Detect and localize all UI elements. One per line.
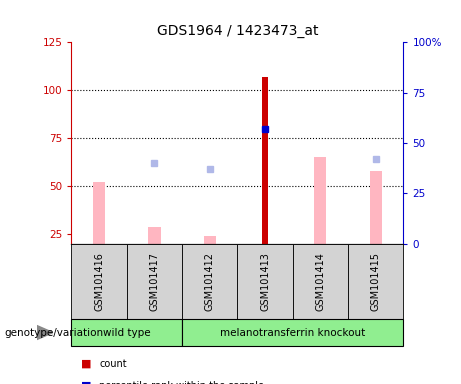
Text: GSM101414: GSM101414 — [315, 252, 325, 311]
Text: ■: ■ — [81, 381, 91, 384]
Title: GDS1964 / 1423473_at: GDS1964 / 1423473_at — [157, 25, 318, 38]
Bar — [314, 157, 326, 244]
Bar — [204, 236, 216, 244]
Text: percentile rank within the sample: percentile rank within the sample — [99, 381, 264, 384]
Bar — [93, 182, 105, 244]
Text: ■: ■ — [81, 359, 91, 369]
Polygon shape — [37, 326, 53, 339]
Text: count: count — [99, 359, 127, 369]
Text: wild type: wild type — [103, 328, 151, 338]
Text: GSM101416: GSM101416 — [94, 252, 104, 311]
Text: GSM101415: GSM101415 — [371, 252, 381, 311]
Bar — [370, 171, 382, 244]
Text: GSM101413: GSM101413 — [260, 252, 270, 311]
Bar — [262, 77, 268, 244]
Text: melanotransferrin knockout: melanotransferrin knockout — [220, 328, 366, 338]
Text: GSM101417: GSM101417 — [149, 252, 160, 311]
Bar — [148, 227, 160, 244]
Text: genotype/variation: genotype/variation — [5, 328, 104, 338]
Text: GSM101412: GSM101412 — [205, 252, 215, 311]
